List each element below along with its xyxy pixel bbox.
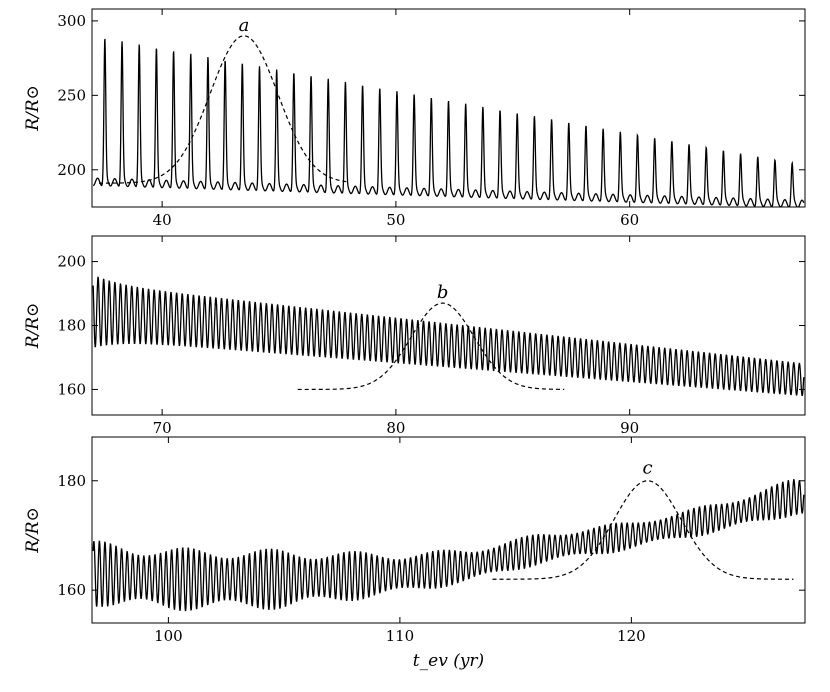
panel-middle-annotation: b: [437, 282, 449, 303]
y-tick-label: 200: [57, 161, 86, 179]
y-tick-label: 300: [57, 12, 86, 30]
x-tick-label: 100: [154, 627, 183, 645]
x-tick-label: 80: [386, 419, 405, 437]
panel-top-lines: [93, 35, 805, 207]
x-tick-label: 110: [386, 627, 415, 645]
y-tick-label: 160: [57, 581, 86, 599]
y-tick-label: 200: [57, 253, 86, 271]
panel-middle-y-axis-label: R/R⊙: [23, 303, 43, 350]
y-tick-label: 180: [57, 317, 86, 335]
x-axis-label: t_ev (yr): [413, 651, 484, 671]
panel-bottom-lines: [92, 479, 805, 612]
panel-bottom-ticks: 100 110 120 160 180: [57, 437, 805, 645]
panel-bottom: c 100 110 120 160 180 R/R⊙ t_ev (yr): [23, 436, 806, 671]
panel-bottom-dashed-curve: [492, 480, 794, 580]
panel-middle-radius-curve: [92, 276, 805, 397]
panel-top-annotation: a: [239, 15, 250, 36]
panel-top-y-axis-label: R/R⊙: [23, 85, 43, 132]
x-tick-label: 120: [617, 627, 646, 645]
panel-top-dashed-curve: [99, 35, 350, 184]
panel-middle-frame: [91, 235, 806, 416]
x-tick-label: 40: [153, 211, 172, 229]
x-tick-label: 60: [620, 211, 639, 229]
x-tick-label: 70: [153, 419, 172, 437]
panel-middle-dashed-curve: [297, 302, 565, 391]
panel-top: a 40 50 60 200 250 300 R/R⊙: [23, 8, 806, 229]
x-tick-label: 90: [620, 419, 639, 437]
panel-middle: b 70 80 90 160 180 200 R/R⊙: [23, 235, 806, 437]
y-tick-label: 160: [57, 380, 86, 398]
panel-top-radius-curve: [93, 38, 805, 207]
y-tick-label: 250: [57, 86, 86, 104]
panel-bottom-radius-curve: [92, 479, 805, 612]
panel-middle-lines: [92, 276, 805, 397]
panel-middle-ticks: 70 80 90 160 180 200: [57, 236, 805, 437]
panel-top-ticks: 40 50 60 200 250 300: [57, 9, 805, 229]
panel-bottom-y-axis-label: R/R⊙: [23, 507, 43, 554]
panel-bottom-frame: [91, 436, 806, 624]
panel-top-frame: [91, 8, 806, 208]
x-tick-label: 50: [386, 211, 405, 229]
y-tick-label: 180: [57, 472, 86, 490]
panel-bottom-annotation: c: [643, 457, 653, 478]
